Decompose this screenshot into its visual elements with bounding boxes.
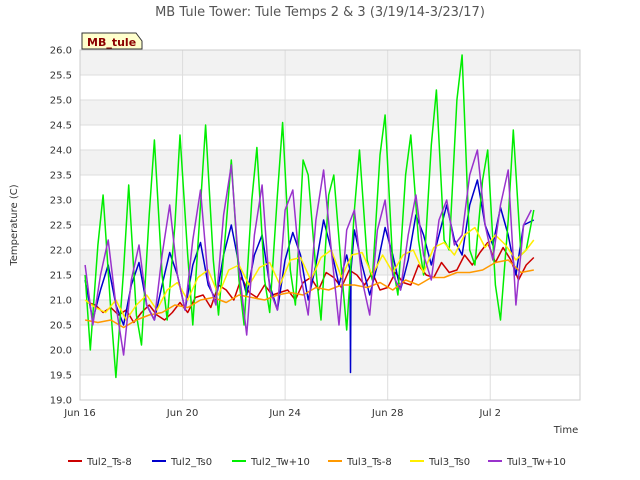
plot-band	[80, 200, 580, 225]
y-tick-label: 20.0	[50, 346, 72, 357]
y-tick-label: 25.0	[50, 96, 72, 107]
legend-item: Tul2_Ts0	[152, 457, 212, 468]
plot-band	[80, 350, 580, 375]
badge-label: MB_tule	[87, 36, 136, 49]
y-tick-label: 21.0	[50, 296, 72, 307]
legend-label: Tul2_Ts-8	[86, 457, 132, 468]
x-tick-label: Jul 2	[478, 408, 501, 419]
plot-band	[80, 150, 580, 175]
station-badge: MB_tule	[81, 32, 143, 50]
legend: Tul2_Ts-8 Tul2_Ts0 Tul2_Tw+10 Tul3_Ts-8 Tul3…	[68, 457, 566, 468]
y-tick-label: 23.0	[50, 196, 72, 207]
x-tick-label: Jun 16	[63, 408, 96, 419]
plot-band	[80, 275, 580, 300]
plot-band	[80, 325, 580, 350]
plot-band	[80, 125, 580, 150]
x-tick-label: Jun 28	[371, 408, 404, 419]
legend-label: Tul2_Ts0	[170, 457, 212, 468]
y-tick-label: 22.0	[50, 246, 72, 257]
legend-item: Tul2_Tw+10	[232, 457, 310, 468]
y-tick-label: 26.0	[50, 46, 72, 57]
y-axis-label: Temperature (C)	[9, 184, 20, 266]
x-axis: Jun 16 Jun 20 Jun 24 Jun 28 Jul 2	[63, 408, 501, 419]
y-tick-label: 24.0	[50, 146, 72, 157]
legend-label: Tul2_Tw+10	[250, 457, 310, 468]
plot-band	[80, 375, 580, 400]
y-tick-label: 19.0	[50, 396, 72, 407]
x-axis-label: Time	[553, 425, 578, 436]
chart-title: MB Tule Tower: Tule Temps 2 & 3 (3/19/14…	[155, 5, 485, 20]
y-tick-label: 23.5	[50, 171, 72, 182]
legend-item: Tul3_Ts0	[410, 457, 470, 468]
legend-item: Tul3_Ts-8	[328, 457, 392, 468]
y-tick-label: 25.5	[50, 71, 72, 82]
y-tick-label: 19.5	[50, 371, 72, 382]
legend-label: Tul3_Ts-8	[346, 457, 392, 468]
plot-band	[80, 75, 580, 100]
plot-series	[84, 54, 535, 379]
plot-band	[80, 50, 580, 75]
legend-label: Tul3_Tw+10	[506, 457, 566, 468]
series-line-tul3-tw-10	[84, 149, 532, 356]
x-tick-label: Jun 20	[166, 408, 199, 419]
badge-box	[81, 32, 143, 50]
plot-frame	[79, 49, 581, 401]
series-line-tul2-tw-10	[84, 54, 535, 379]
y-tick-label: 24.5	[50, 121, 72, 132]
x-tick-label: Jun 24	[268, 408, 301, 419]
legend-item: Tul3_Tw+10	[488, 457, 566, 468]
plot-band	[80, 100, 580, 125]
legend-label: Tul3_Ts0	[428, 457, 470, 468]
y-tick-label: 22.5	[50, 221, 72, 232]
y-tick-label: 21.5	[50, 271, 72, 282]
y-tick-label: 20.5	[50, 321, 72, 332]
legend-item: Tul2_Ts-8	[68, 457, 132, 468]
y-axis: 19.0 19.5 20.0 20.5 21.0 21.5 22.0 22.5 23.0 23.5…	[50, 46, 72, 407]
